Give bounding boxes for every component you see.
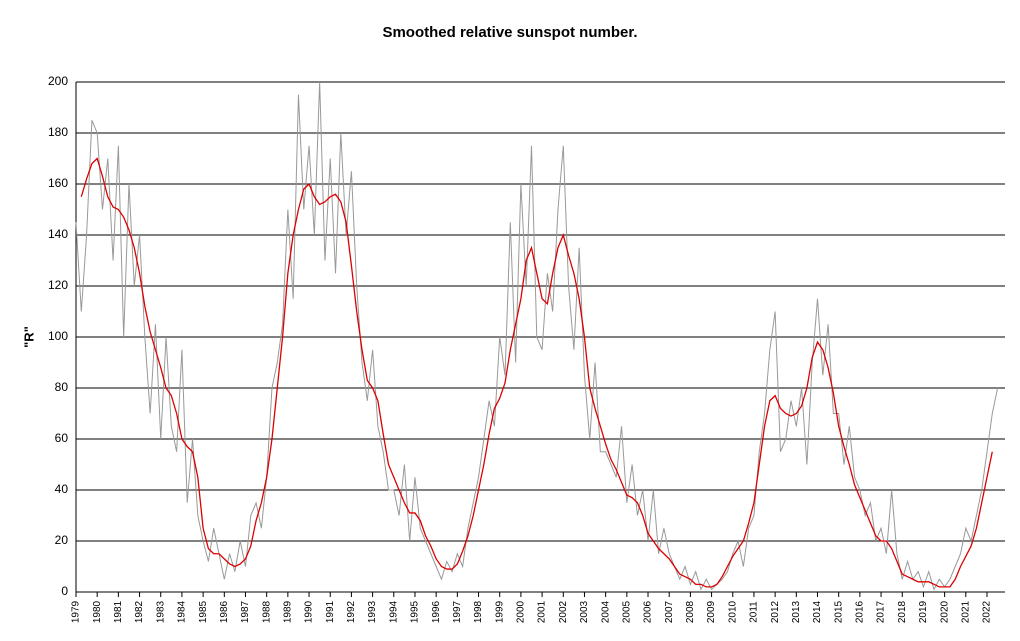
x-tick-label: 2019 [918, 600, 929, 623]
x-tick-label: 1992 [346, 600, 357, 623]
x-tick-label: 2009 [706, 600, 717, 623]
x-tick-label: 2002 [558, 600, 569, 623]
x-tick-label: 1996 [431, 600, 442, 623]
x-tick-label: 1995 [410, 600, 421, 623]
x-tick-label: 2000 [516, 600, 527, 623]
x-tick-label: 1987 [240, 600, 251, 623]
y-tick-label: 180 [48, 125, 68, 139]
x-tick-label: 1979 [71, 600, 82, 623]
x-tick-label: 1980 [92, 600, 103, 623]
y-tick-label: 160 [48, 176, 68, 190]
x-tick-label: 1997 [452, 600, 463, 623]
x-tick-label: 2020 [939, 600, 950, 623]
x-tick-label: 2018 [897, 600, 908, 623]
x-tick-label: 2008 [685, 600, 696, 623]
x-tick-label: 2014 [812, 600, 823, 623]
x-tick-label: 1984 [177, 600, 188, 623]
x-tick-label: 2016 [855, 600, 866, 623]
y-tick-label: 20 [55, 533, 69, 547]
x-tick-label: 2017 [876, 600, 887, 623]
y-tick-label: 200 [48, 74, 68, 88]
x-tick-label: 1991 [325, 600, 336, 623]
y-tick-label: 80 [55, 380, 69, 394]
series-line [80, 157, 993, 588]
x-tick-label: 2015 [833, 600, 844, 623]
x-tick-label: 2001 [537, 600, 548, 623]
chart-title: Smoothed relative sunspot number. [382, 24, 637, 41]
y-tick-label: 140 [48, 227, 68, 241]
x-tick-label: 1982 [134, 600, 145, 623]
x-tick-label: 1998 [473, 600, 484, 623]
x-tick-label: 1990 [304, 600, 315, 623]
x-tick-label: 2004 [600, 600, 611, 623]
x-tick-label: 1986 [219, 600, 230, 623]
x-tick-label: 2003 [579, 600, 590, 623]
x-tick-label: 1985 [198, 600, 209, 623]
x-tick-label: 2022 [982, 600, 993, 623]
y-tick-label: 60 [55, 431, 69, 445]
x-tick-label: 1988 [261, 600, 272, 623]
x-tick-label: 2006 [643, 600, 654, 623]
y-tick-label: 100 [48, 329, 68, 343]
x-tick-label: 1983 [155, 600, 166, 623]
x-tick-label: 2010 [727, 600, 738, 623]
x-tick-label: 2013 [791, 600, 802, 623]
y-axis-label: "R" [21, 326, 36, 348]
x-tick-label: 2021 [960, 600, 971, 623]
x-tick-label: 1989 [282, 600, 293, 623]
x-tick-label: 2012 [770, 600, 781, 623]
y-tick-label: 120 [48, 278, 68, 292]
x-tick-label: 1999 [494, 600, 505, 623]
x-tick-label: 2011 [749, 601, 760, 623]
series-line [75, 81, 999, 591]
x-tick-label: 2005 [621, 600, 632, 623]
x-tick-label: 2007 [664, 600, 675, 623]
x-tick-label: 1981 [113, 600, 124, 623]
x-tick-label: 1993 [367, 600, 378, 623]
y-tick-label: 40 [55, 482, 69, 496]
y-tick-label: 0 [61, 584, 68, 598]
x-tick-label: 1994 [388, 600, 399, 623]
